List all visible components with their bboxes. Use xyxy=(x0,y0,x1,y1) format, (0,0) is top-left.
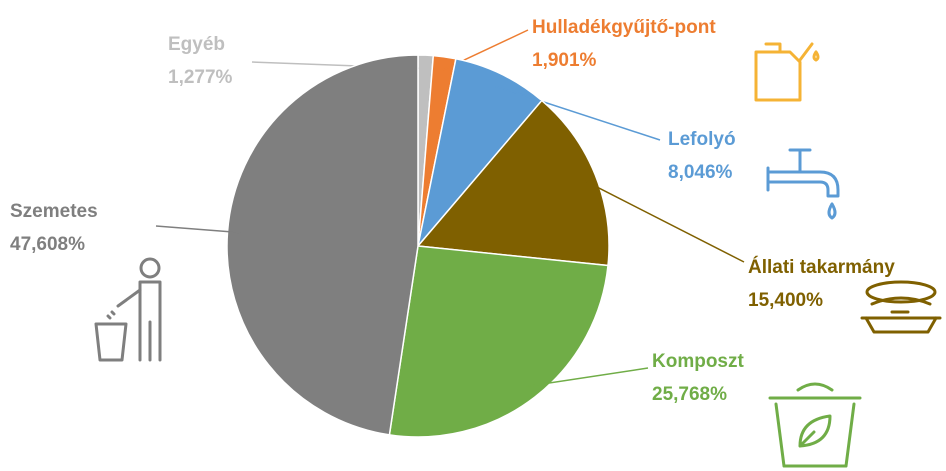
category-label: Állati takarmány xyxy=(748,256,895,278)
value-label: 25,768% xyxy=(652,384,727,405)
leader-line xyxy=(155,225,241,234)
value-label: 1,901% xyxy=(532,50,597,71)
icon-canister xyxy=(754,42,820,102)
category-label: Hulladékgyűjtő-pont xyxy=(532,17,716,38)
category-label: Szemetes xyxy=(10,201,98,222)
leader-line xyxy=(526,367,649,388)
value-label: 47,608% xyxy=(10,234,85,255)
pie-slice xyxy=(416,57,543,249)
category-label: Lefolyó xyxy=(668,129,736,150)
value-label: 8,046% xyxy=(668,162,733,183)
pie-slice xyxy=(388,245,609,438)
icon-tap xyxy=(766,148,840,220)
pie-slice xyxy=(226,54,419,436)
pie-slice xyxy=(416,99,610,267)
leader-line xyxy=(582,179,745,263)
category-label: Egyéb xyxy=(168,34,225,55)
value-label: 1,277% xyxy=(168,67,233,88)
icon-compost-bin xyxy=(768,382,862,468)
icon-person-bin xyxy=(94,257,162,362)
value-label: 15,400% xyxy=(748,290,823,311)
icon-bowl xyxy=(860,280,942,334)
leader-line xyxy=(495,85,661,141)
category-label: Komposzt xyxy=(652,351,745,372)
